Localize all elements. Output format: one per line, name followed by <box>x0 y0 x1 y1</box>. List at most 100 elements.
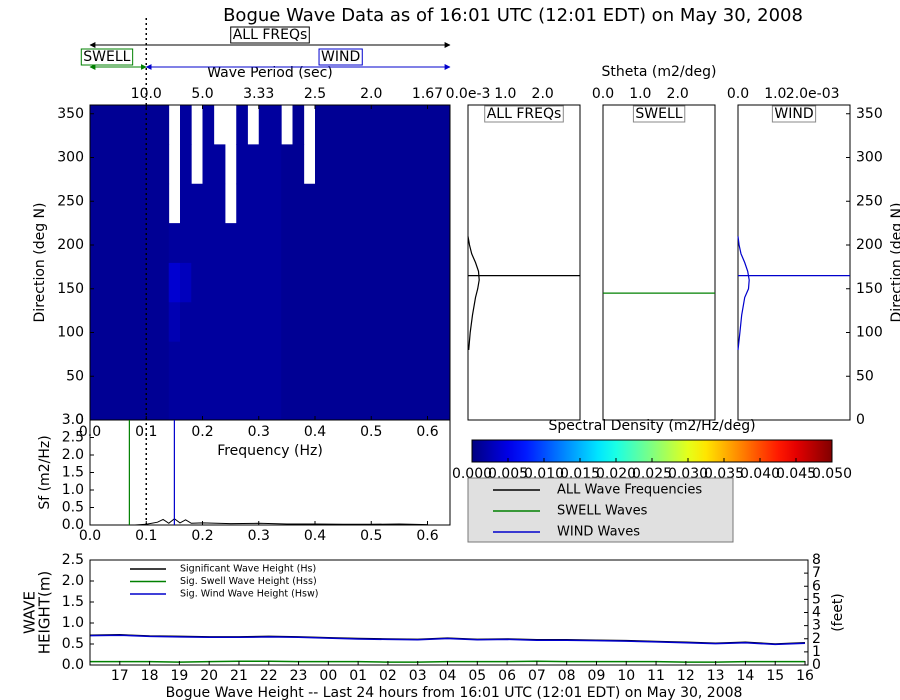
heat-cell <box>146 262 158 303</box>
y-tick-label: 4 <box>812 605 821 621</box>
heat-cell <box>371 380 383 421</box>
heat-cell <box>112 223 125 263</box>
heat-cell <box>213 341 226 382</box>
y-tick-label: 350 <box>57 106 84 122</box>
x-tick-label: 04 <box>439 668 457 684</box>
heat-cell <box>191 380 203 421</box>
heat-cell <box>270 105 282 145</box>
heat-cell <box>202 341 215 382</box>
heat-cell <box>438 144 451 185</box>
heat-cell <box>270 144 282 185</box>
box-label: WIND <box>321 49 360 65</box>
heat-cell <box>236 144 248 185</box>
heat-cell <box>348 301 361 342</box>
x-tick-label: 0.0e-3 <box>446 86 491 102</box>
heat-cell <box>326 341 338 382</box>
heat-cell <box>180 262 192 303</box>
heat-cell <box>168 341 181 382</box>
heat-cell <box>360 144 372 185</box>
spectrum-line <box>134 518 428 526</box>
y-tick-label: 1 <box>812 644 821 660</box>
heat-cell <box>371 183 383 224</box>
heat-cell <box>393 144 406 185</box>
heat-cell <box>168 262 181 303</box>
heat-cell <box>202 262 215 303</box>
heat-cell <box>258 301 271 342</box>
heat-cell <box>191 341 203 382</box>
x-tick-label: 5.0 <box>191 86 213 102</box>
y-tick-label: 2.0 <box>62 573 84 589</box>
heat-cell <box>123 380 136 421</box>
heat-cell <box>371 341 383 382</box>
heat-cell <box>180 183 192 224</box>
heat-cell <box>337 341 350 382</box>
heat-cell <box>236 262 248 303</box>
heat-cell <box>90 380 102 421</box>
heat-cell <box>135 105 147 145</box>
heat-cell <box>337 380 350 421</box>
heat-cell <box>270 183 282 224</box>
heat-cell <box>416 301 428 342</box>
heat-cell <box>146 183 158 224</box>
heat-cell <box>405 380 417 421</box>
heat-cell <box>326 105 338 145</box>
heat-cell <box>157 380 170 421</box>
heat-cell <box>135 301 147 342</box>
heat-cell <box>146 301 158 342</box>
heat-cell <box>135 380 147 421</box>
heat-cell <box>438 301 451 342</box>
heat-cell <box>270 223 282 263</box>
heat-cell <box>281 144 293 185</box>
heat-cell <box>405 144 417 185</box>
heat-cell <box>393 223 406 263</box>
heat-cell <box>438 380 451 421</box>
y2-axis-label: (feet) <box>830 593 846 632</box>
colorbar-tick-label: 0.045 <box>776 466 816 482</box>
x-tick-label: 06 <box>498 668 516 684</box>
x-tick-label: 0.4 <box>304 528 326 544</box>
heat-cell <box>258 341 271 382</box>
heat-cell <box>303 301 316 342</box>
x-axis-label: Frequency (Hz) <box>217 443 323 459</box>
heat-cell <box>213 183 226 224</box>
y-tick-label: 3 <box>812 618 821 634</box>
y-tick-label: 1.5 <box>62 594 84 610</box>
heat-cell <box>337 223 350 263</box>
x-tick-label: 0.0 <box>592 86 614 102</box>
y-tick-label: 0.5 <box>62 636 84 652</box>
heat-cell <box>315 223 327 263</box>
y-tick-label: 50 <box>66 368 84 384</box>
heat-cell <box>90 262 102 303</box>
heat-cell <box>213 301 226 342</box>
heat-cell <box>191 183 203 224</box>
x-tick-label: 1.67 <box>412 86 443 102</box>
heat-cell <box>236 105 248 145</box>
heat-cell <box>225 301 237 342</box>
heat-cell <box>382 105 395 145</box>
heat-cell <box>427 301 440 342</box>
label-box <box>484 105 564 123</box>
y-tick-label: 0.0 <box>62 657 84 673</box>
x-tick-label: 0.2 <box>191 424 213 440</box>
heat-cell <box>123 301 136 342</box>
y-tick-label: 2.0 <box>62 447 84 463</box>
x-tick-label: 1.0 <box>629 86 651 102</box>
heat-cell <box>180 341 192 382</box>
y-tick-label: 150 <box>57 281 84 297</box>
plot-frame <box>467 104 581 421</box>
x-tick-label: 09 <box>588 668 606 684</box>
heat-cell <box>146 105 158 145</box>
x-tick-label: 02 <box>379 668 397 684</box>
colorbar-title: Spectral Density (m2/Hz/deg) <box>548 418 755 434</box>
heat-cell <box>236 380 248 421</box>
x-tick-label: 2.0 <box>360 86 382 102</box>
heat-cell <box>382 223 395 263</box>
heat-cell <box>371 144 383 185</box>
heat-cell <box>247 144 260 185</box>
heat-cell <box>292 301 305 342</box>
heat-cell <box>393 380 406 421</box>
legend-label: Sig. Wind Wave Height (Hsw) <box>180 589 318 600</box>
heat-cell <box>427 144 440 185</box>
x-axis-label: Bogue Wave Height -- Last 24 hours from … <box>166 685 743 700</box>
y-tick-label: 200 <box>57 237 84 253</box>
